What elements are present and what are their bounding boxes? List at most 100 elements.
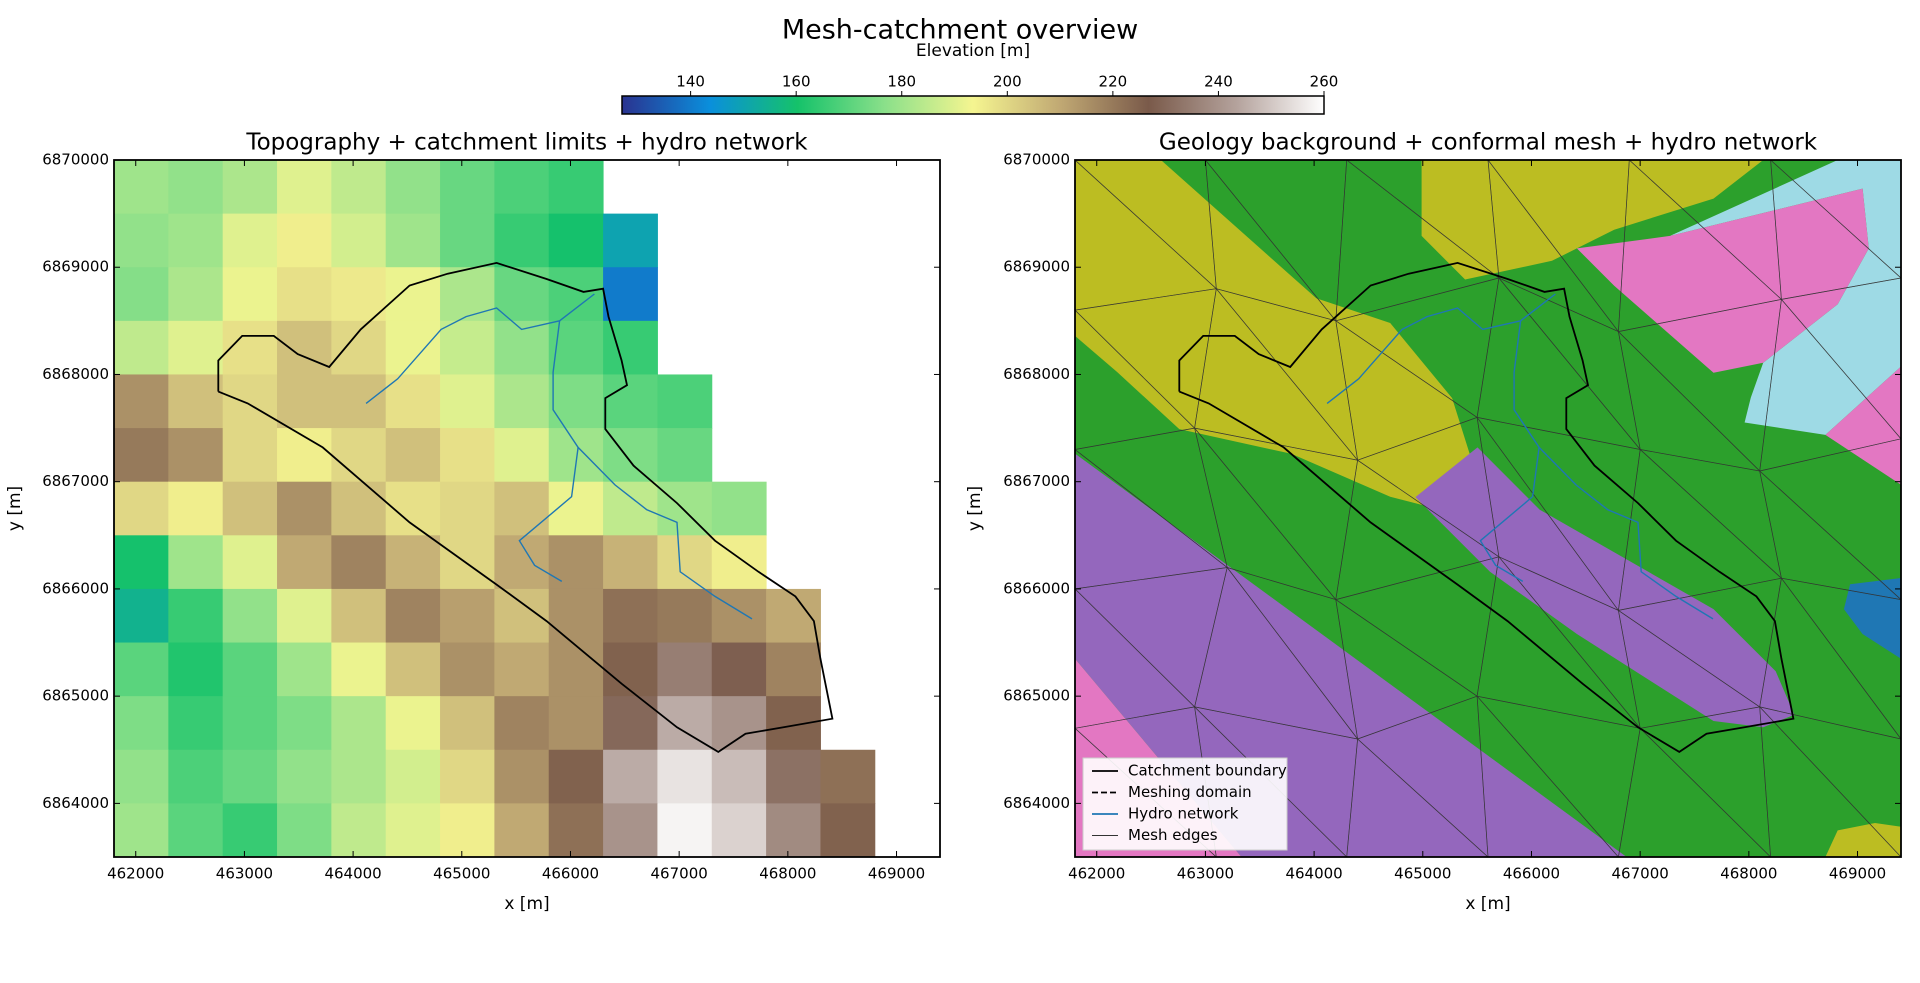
elevation-cell [603, 535, 658, 590]
axes-frame [1074, 159, 1902, 858]
elevation-cell [548, 749, 604, 804]
elevation-cell [277, 588, 332, 644]
elevation-cell [440, 803, 495, 857]
elevation-cell [114, 642, 169, 697]
elevation-cell [222, 160, 278, 215]
legend-label: Hydro network [1128, 805, 1239, 823]
elevation-cell [494, 428, 550, 483]
elevation-cell [440, 535, 495, 590]
elevation-cell [657, 374, 713, 429]
elevation-cell [168, 428, 224, 483]
x-tick-label: 462000 [1068, 865, 1125, 883]
colorbar [621, 95, 1325, 115]
elevation-cell [331, 642, 387, 697]
subplot-title: Geology background + conformal mesh + hy… [1159, 130, 1818, 156]
colorbar-tick-label: 260 [1310, 73, 1339, 91]
elevation-cell [385, 749, 441, 804]
elevation-cell [385, 374, 441, 429]
elevation-cell [277, 374, 332, 429]
elevation-cell [331, 374, 387, 429]
elevation-cell [277, 320, 332, 375]
elevation-cell [331, 803, 387, 857]
elevation-cell [222, 213, 278, 268]
x-tick-label: 462000 [107, 865, 164, 883]
elevation-cell [277, 696, 332, 751]
elevation-cell [766, 696, 821, 751]
elevation-cell [657, 428, 713, 483]
elevation-cell [440, 588, 495, 644]
y-tick-label: 6870000 [42, 151, 109, 169]
elevation-cell [331, 160, 387, 215]
elevation-cell [385, 213, 441, 268]
elevation-cell [331, 213, 387, 268]
elevation-cell [331, 696, 387, 751]
elevation-cell [168, 374, 224, 429]
hydro-line [1513, 320, 1714, 620]
elevation-cell [277, 642, 332, 697]
elevation-cell [603, 642, 658, 697]
colorbar-tick-label: 200 [993, 73, 1022, 91]
hydro-line [1326, 293, 1556, 404]
x-axis-label: x [m] [504, 894, 549, 914]
hydro-line [1479, 447, 1540, 583]
y-tick-label: 6865000 [1003, 687, 1070, 705]
elevation-cell [766, 588, 821, 644]
geology-unit [1415, 447, 1795, 728]
elevation-cell [440, 320, 495, 375]
elevation-cell [331, 588, 387, 644]
elevation-cell [385, 696, 441, 751]
elevation-cell [114, 320, 169, 375]
elevation-cell [603, 213, 658, 268]
elevation-cell [603, 374, 658, 429]
elevation-cell [168, 696, 224, 751]
catchment-boundary [217, 261, 834, 753]
elevation-cell [385, 428, 441, 483]
y-axis-label: y [m] [965, 486, 985, 531]
x-axis-label: x [m] [1465, 894, 1510, 914]
elevation-cell [657, 803, 713, 857]
elevation-cell [657, 696, 713, 751]
y-tick-label: 6869000 [42, 258, 109, 276]
plot-area [1075, 160, 1901, 857]
elevation-cell [820, 803, 876, 857]
geology-unit [1843, 578, 1901, 659]
elevation-cell [222, 642, 278, 697]
elevation-cell [494, 481, 550, 536]
elevation-cell [440, 267, 495, 322]
catchment-boundary [1178, 261, 1795, 753]
elevation-cell [114, 749, 169, 804]
y-tick-label: 6865000 [42, 687, 109, 705]
colorbar-tick-label: 140 [676, 73, 705, 91]
elevation-cell [222, 696, 278, 751]
x-tick-label: 468000 [759, 865, 816, 883]
legend-label: Mesh edges [1128, 826, 1218, 844]
mesh-triangle [1759, 705, 1901, 857]
elevation-cell [114, 481, 169, 536]
elevation-cell [820, 749, 876, 804]
x-tick-label: 463000 [1177, 865, 1234, 883]
y-tick-label: 6869000 [1003, 258, 1070, 276]
elevation-cell [168, 642, 224, 697]
elevation-cell [168, 267, 224, 322]
elevation-cell [222, 481, 278, 536]
elevation-cell [114, 588, 169, 644]
mesh-triangle [1618, 727, 1772, 857]
elevation-cell [494, 213, 550, 268]
elevation-cell [277, 803, 332, 857]
y-tick-label: 6864000 [42, 794, 109, 812]
elevation-cell [277, 481, 332, 536]
geology-unit [1075, 453, 1627, 857]
elevation-cell [440, 481, 495, 536]
elevation-cell [331, 535, 387, 590]
elevation-cell [440, 642, 495, 697]
x-tick-label: 469000 [1829, 865, 1886, 883]
elevation-cell [222, 803, 278, 857]
elevation-cell [277, 213, 332, 268]
elevation-cell [385, 588, 441, 644]
elevation-cell [277, 160, 332, 215]
elevation-cell [657, 642, 713, 697]
elevation-cell [277, 749, 332, 804]
legend-label: Meshing domain [1128, 783, 1252, 801]
elevation-cell [548, 213, 604, 268]
x-tick-label: 469000 [868, 865, 925, 883]
